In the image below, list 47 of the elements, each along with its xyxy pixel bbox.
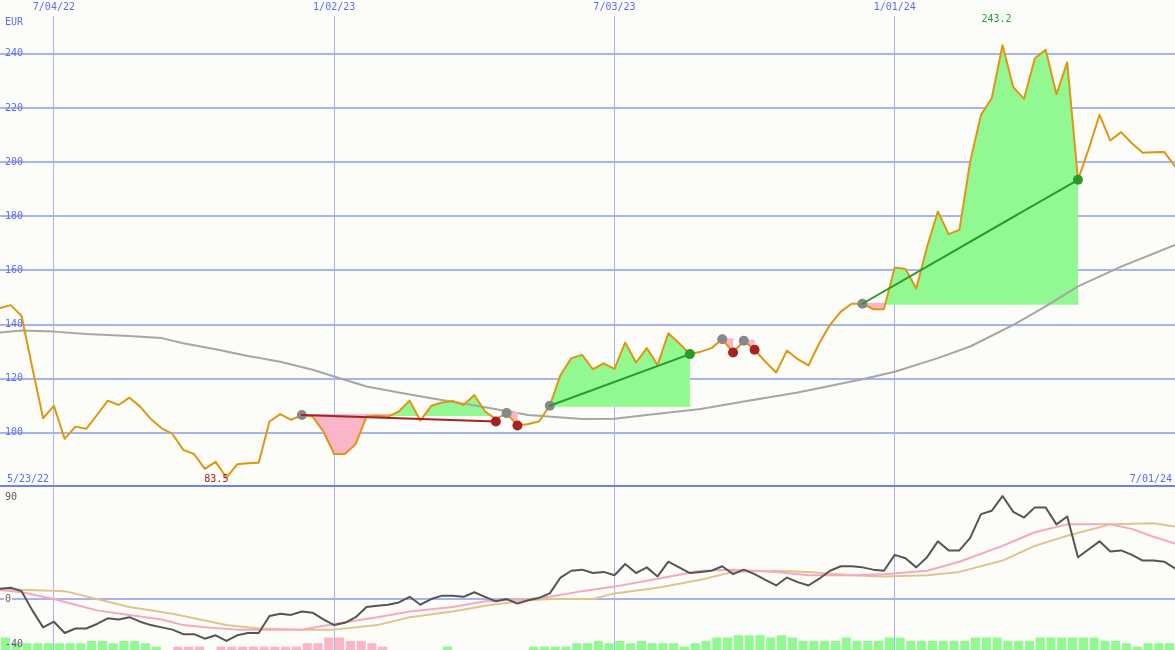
- bar: [981, 637, 991, 650]
- bar: [1024, 640, 1035, 650]
- bar: [334, 637, 345, 650]
- bar: [97, 640, 107, 650]
- y-axis-title: EUR: [5, 15, 25, 27]
- y-tick-label: -40: [5, 637, 24, 649]
- y-tick-label: 0: [5, 592, 12, 604]
- bar: [733, 635, 743, 650]
- annotation: 83.5: [204, 473, 229, 485]
- annotation: 5/23/22: [7, 472, 50, 484]
- y-tick-label: 220: [5, 101, 24, 113]
- bar: [917, 640, 927, 650]
- bar: [1014, 640, 1024, 650]
- bar: [830, 640, 841, 650]
- x-tick-label: 1/02/23: [313, 0, 356, 12]
- y-tick-label: 200: [5, 155, 24, 167]
- bar: [636, 640, 646, 650]
- bar: [776, 635, 787, 650]
- bar: [140, 643, 151, 650]
- bar: [927, 640, 938, 650]
- x-tick-label: 7/04/22: [32, 0, 75, 12]
- bar: [723, 637, 733, 650]
- bar: [87, 640, 97, 650]
- bar: [345, 640, 355, 650]
- bar: [1078, 637, 1088, 650]
- y-tick-label: 140: [5, 318, 24, 330]
- bar: [970, 637, 981, 650]
- annotation: 243.2: [981, 12, 1012, 24]
- bar: [1121, 643, 1132, 650]
- bar: [787, 637, 797, 650]
- bar: [626, 643, 636, 650]
- bar: [884, 637, 894, 650]
- y-tick-label: 90: [5, 490, 18, 502]
- y-tick-label: 100: [5, 426, 24, 438]
- y-tick-label: 180: [5, 209, 24, 221]
- bar: [820, 640, 830, 650]
- annotation: 7/01/24: [1129, 472, 1172, 484]
- x-tick-label: 7/03/23: [593, 0, 636, 12]
- x-tick-label: 1/01/24: [873, 0, 916, 12]
- y-tick-label: 240: [5, 47, 24, 59]
- bar: [1068, 637, 1078, 650]
- y-tick-label: 120: [5, 372, 24, 384]
- bar: [582, 643, 593, 650]
- bar: [1165, 643, 1175, 650]
- bar: [43, 643, 54, 650]
- y-tick-label: 160: [5, 264, 24, 276]
- bar: [873, 640, 884, 650]
